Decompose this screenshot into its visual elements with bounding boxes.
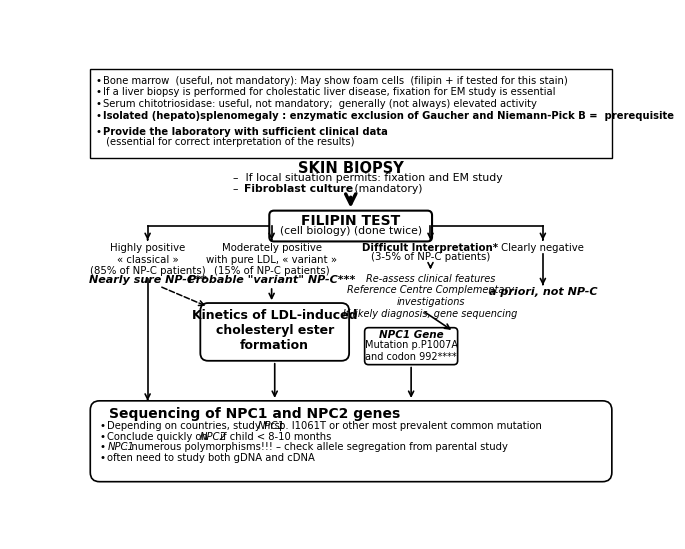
Text: Isolated (hepato)splenomegaly : enzymatic exclusion of Gaucher and Niemann-Pick : Isolated (hepato)splenomegaly : enzymati… bbox=[103, 110, 673, 121]
Text: Probable "variant" NP-C***: Probable "variant" NP-C*** bbox=[188, 275, 356, 285]
Text: Difficult Interpretation*: Difficult Interpretation* bbox=[362, 243, 499, 253]
Text: NPC1: NPC1 bbox=[108, 442, 134, 452]
Text: If a liver biopsy is performed for cholestatic liver disease, fixation for EM st: If a liver biopsy is performed for chole… bbox=[103, 87, 555, 97]
Text: NPC2: NPC2 bbox=[199, 432, 227, 441]
Text: •: • bbox=[96, 127, 101, 137]
Text: –  If local situation permits: fixation and EM study: – If local situation permits: fixation a… bbox=[233, 173, 503, 183]
Text: Nearly sure NP-C**: Nearly sure NP-C** bbox=[89, 275, 206, 285]
Text: p. I1061T or other most prevalent common mutation: p. I1061T or other most prevalent common… bbox=[275, 421, 541, 431]
Text: Highly positive
« classical »
(85% of NP-C patients): Highly positive « classical » (85% of NP… bbox=[90, 243, 206, 276]
FancyBboxPatch shape bbox=[269, 211, 432, 242]
Text: often need to study both gDNA and cDNA: often need to study both gDNA and cDNA bbox=[108, 453, 315, 463]
Text: •: • bbox=[96, 99, 101, 109]
Text: a priori, not NP-C: a priori, not NP-C bbox=[488, 287, 597, 297]
Text: Conclude quickly on: Conclude quickly on bbox=[108, 432, 211, 441]
Text: –: – bbox=[233, 184, 245, 194]
Text: •: • bbox=[99, 421, 105, 431]
Text: Mutation p.P1007A
and codon 992****: Mutation p.P1007A and codon 992**** bbox=[364, 340, 458, 362]
Text: Kinetics of LDL-induced
cholesteryl ester
formation: Kinetics of LDL-induced cholesteryl este… bbox=[192, 309, 358, 352]
Text: Sequencing of NPC1 and NPC2 genes: Sequencing of NPC1 and NPC2 genes bbox=[109, 407, 400, 421]
Text: •: • bbox=[96, 110, 101, 121]
Text: (essential for correct interpretation of the results): (essential for correct interpretation of… bbox=[103, 137, 354, 147]
Text: SKIN BIOPSY: SKIN BIOPSY bbox=[298, 161, 403, 176]
Text: •: • bbox=[96, 87, 101, 97]
Text: Moderately positive
with pure LDL, « variant »
(15% of NP-C patients): Moderately positive with pure LDL, « var… bbox=[206, 243, 337, 276]
Text: Bone marrow  (useful, not mandatory): May show foam cells  (filipin + if tested : Bone marrow (useful, not mandatory): May… bbox=[103, 76, 567, 86]
Text: (3-5% of NP-C patients): (3-5% of NP-C patients) bbox=[371, 252, 490, 262]
FancyBboxPatch shape bbox=[90, 401, 612, 481]
Text: Re-assess clinical features
Reference Centre Complementary
investigations
If lik: Re-assess clinical features Reference Ce… bbox=[343, 274, 518, 318]
Text: Serum chitotriosidase: useful, not mandatory;  generally (not always) elevated a: Serum chitotriosidase: useful, not manda… bbox=[103, 99, 536, 109]
Text: •: • bbox=[99, 453, 105, 463]
Text: •: • bbox=[96, 76, 101, 86]
Text: Depending on countries, study first: Depending on countries, study first bbox=[108, 421, 287, 431]
Text: Clearly negative: Clearly negative bbox=[501, 243, 584, 253]
FancyBboxPatch shape bbox=[364, 328, 458, 365]
Text: if child < 8-10 months: if child < 8-10 months bbox=[217, 432, 332, 441]
Text: •: • bbox=[99, 432, 105, 441]
FancyBboxPatch shape bbox=[200, 303, 349, 361]
Text: Provide the laboratory with sufficient clinical data: Provide the laboratory with sufficient c… bbox=[103, 127, 388, 137]
Text: NPC1: NPC1 bbox=[258, 421, 284, 431]
Text: (mandatory): (mandatory) bbox=[351, 184, 422, 194]
Text: •: • bbox=[99, 442, 105, 452]
Text: FILIPIN TEST: FILIPIN TEST bbox=[301, 215, 400, 228]
Text: : numerous polymorphisms!!! – check allele segregation from parental study: : numerous polymorphisms!!! – check alle… bbox=[125, 442, 508, 452]
Text: (cell biology) (done twice): (cell biology) (done twice) bbox=[279, 226, 422, 236]
Text: Fibroblast culture: Fibroblast culture bbox=[245, 184, 353, 194]
Text: NPC1 Gene: NPC1 Gene bbox=[379, 330, 443, 340]
Bar bbox=[90, 69, 612, 158]
